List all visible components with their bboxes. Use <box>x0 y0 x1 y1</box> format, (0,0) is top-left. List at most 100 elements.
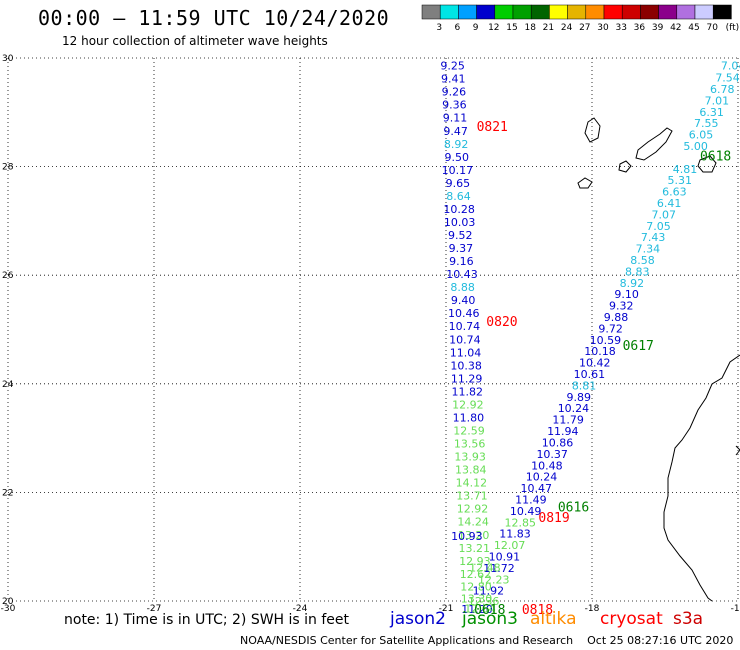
x-tick-label: -27 <box>147 604 162 614</box>
swh-label-east: 7.05 <box>646 220 671 233</box>
swh-label-east: 10.47 <box>520 482 552 495</box>
colorbar-label: 21 <box>543 23 554 33</box>
swh-label-east: 12.85 <box>505 516 537 529</box>
swh-label-west: 10.74 <box>449 333 481 346</box>
swh-label: 10.93 <box>451 530 483 543</box>
cape-blanc <box>735 445 740 456</box>
swh-label-east: 6.05 <box>689 129 714 142</box>
swh-label-west: 9.40 <box>451 294 476 307</box>
colorbar-label: 24 <box>561 23 573 33</box>
swh-label-east: 12.23 <box>478 573 510 586</box>
swh-label-east: 9.89 <box>567 391 592 404</box>
island-la-palma <box>584 117 601 143</box>
swh-label: 12.48 <box>469 561 501 574</box>
swh-label-east: 7.07 <box>652 208 677 221</box>
swh-label-east: 5.31 <box>667 174 692 187</box>
colorbar-label: 30 <box>597 23 609 33</box>
lat-lon-grid <box>7 57 739 602</box>
x-tick-label: -30 <box>1 604 16 614</box>
swh-label-east: 10.37 <box>536 448 568 461</box>
swh-label-west: 11.82 <box>452 385 484 398</box>
colorbar-label: 36 <box>634 23 646 33</box>
swh-label-west: 9.41 <box>441 73 466 86</box>
altimeter-tracks: 9.259.419.269.369.119.478.929.5010.179.6… <box>440 60 740 617</box>
swh-label-west: 10.38 <box>450 359 482 372</box>
y-tick-label: 26 <box>2 271 14 281</box>
y-tick-label: 22 <box>2 488 13 498</box>
swh-label-west: 13.20 <box>458 529 490 542</box>
swh-label-east: 11.72 <box>483 562 515 575</box>
colorbar-label: (ft) <box>726 23 740 33</box>
swh-label-west: 11.29 <box>451 372 483 385</box>
swh-label-west: 11.80 <box>453 411 485 424</box>
swh-label-east: 12.07 <box>494 539 526 552</box>
swh-label-west: 8.64 <box>446 190 471 203</box>
colorbar-label: 12 <box>488 23 499 33</box>
colorbar-label: 45 <box>688 23 699 33</box>
swh-label-east: 11.92 <box>473 585 505 598</box>
legend-jason3: jason3 <box>462 609 518 629</box>
swh-label-east: 10.49 <box>510 505 542 518</box>
swh-label-west: 14.24 <box>457 516 489 529</box>
swh-label-east: 9.72 <box>598 322 623 335</box>
swh-label-west: 13.71 <box>456 490 488 503</box>
swh-label-west: 10.17 <box>442 164 474 177</box>
pass-time-label: 0618 <box>474 603 505 618</box>
footer-credit: NOAA/NESDIS Center for Satellite Applica… <box>240 634 574 647</box>
swh-label-east: 5.00 <box>683 140 708 153</box>
swh-label-west: 9.36 <box>442 99 467 112</box>
swh-label-east: 10.86 <box>542 436 574 449</box>
colorbar-swatch <box>567 4 587 20</box>
x-tick-label: -24 <box>293 604 308 614</box>
swh-label-east: 11.49 <box>515 493 547 506</box>
swh-label-west: 12.62 <box>460 568 492 581</box>
swh-label-east: 9.32 <box>609 300 634 313</box>
y-tick-label: 24 <box>2 380 14 390</box>
x-tick-label: -21 <box>439 604 454 614</box>
swh-label-west: 12.92 <box>457 503 489 516</box>
colorbar-swatch <box>694 4 714 20</box>
colorbar-swatch <box>676 4 696 20</box>
swh-label-west: 13.84 <box>455 464 487 477</box>
swh-label-east: 11.83 <box>499 528 531 541</box>
swh-label-east: 7.43 <box>641 231 666 244</box>
swh-label-east: 6.78 <box>710 83 735 96</box>
wave-height-colorbar: 3 6 9 12 15 18 21 24 27 30 33 36 39 42 45 70 (ft) <box>421 4 740 33</box>
pass-time-label: 0616 <box>558 501 589 516</box>
colorbar-swatch <box>585 4 605 20</box>
swh-label-east: 6.63 <box>662 186 687 199</box>
pass-time-label: 0617 <box>623 339 654 354</box>
swh-label-west: 10.03 <box>444 216 476 229</box>
swh-label-east: 9.10 <box>614 288 639 301</box>
swh-label-east: 7.01 <box>705 94 730 107</box>
colorbar-swatch <box>658 4 678 20</box>
swh-label-west: 10.74 <box>449 320 481 333</box>
africa-coast <box>663 354 740 602</box>
swh-label-west: 11.20 <box>461 603 493 616</box>
y-tick-label: 20 <box>2 597 14 607</box>
legend-cryosat: cryosat <box>600 609 663 629</box>
colorbar-swatch <box>621 4 641 20</box>
swh-label-east: 10.24 <box>526 471 558 484</box>
swh-label-west: 9.52 <box>448 229 473 242</box>
swh-label-east: 11.79 <box>552 414 584 427</box>
units-note: note: 1) Time is in UTC; 2) SWH is in fe… <box>64 612 350 628</box>
colorbar-swatch <box>439 4 459 20</box>
swh-label-west: 9.37 <box>449 242 474 255</box>
colorbar-swatch <box>640 4 659 20</box>
swh-label-east: 10.91 <box>489 550 521 563</box>
swh-label-west: 9.50 <box>445 151 470 164</box>
colorbar-swatch <box>603 4 623 20</box>
colorbar-swatch <box>549 4 568 20</box>
x-tick-label: -18 <box>585 604 600 614</box>
swh-label-west: 10.43 <box>446 268 478 281</box>
swh-label-east: 8.83 <box>625 265 650 278</box>
swh-label-west: 12.92 <box>452 398 484 411</box>
colorbar-swatch <box>512 4 532 20</box>
swh-label-east: 12.36 <box>468 595 500 608</box>
colorbar-swatch <box>458 4 477 20</box>
swh-label-west: 12.59 <box>453 424 485 437</box>
swh-label-west: 12.93 <box>459 555 491 568</box>
